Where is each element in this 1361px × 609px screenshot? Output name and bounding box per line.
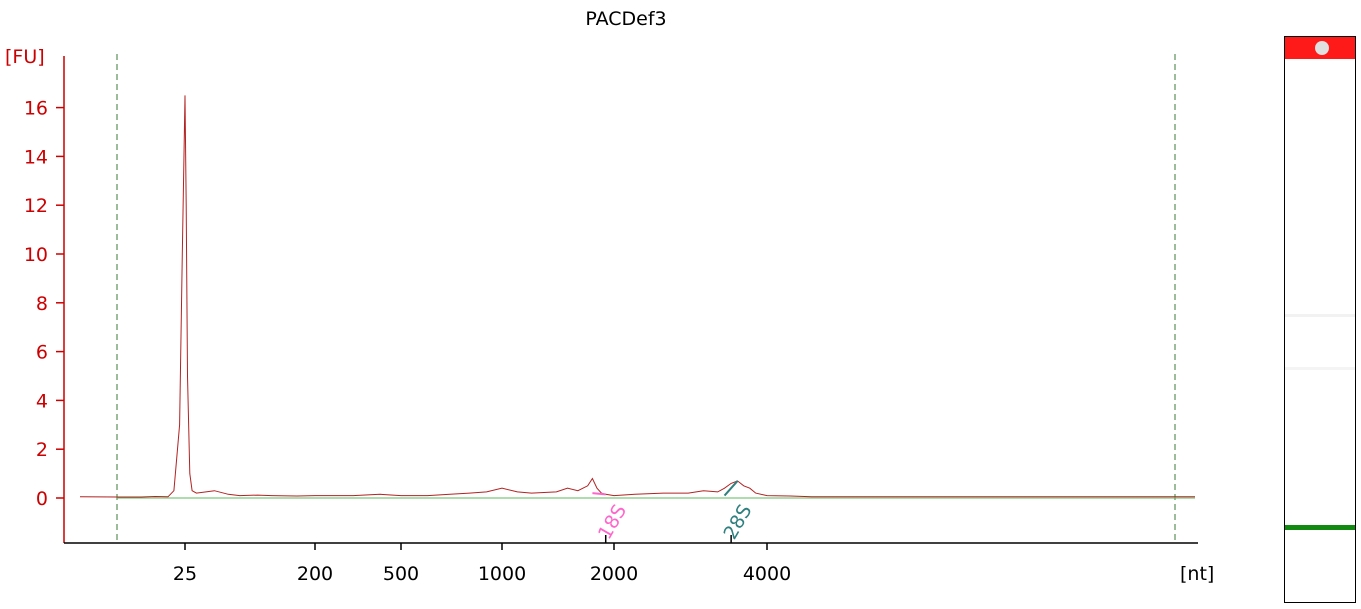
gel-top-spot-icon (1315, 41, 1329, 55)
x-axis-label: [nt] (1180, 563, 1214, 585)
x-tick-label: 500 (383, 563, 419, 585)
x-tick-label: 25 (173, 563, 197, 585)
gel-lane (1284, 36, 1356, 603)
chart-title: PACDef3 (585, 8, 666, 30)
y-tick-label: 8 (36, 293, 48, 315)
x-tick-label: 2000 (590, 563, 638, 585)
x-tick-label: 4000 (743, 563, 791, 585)
gel-faint-band (1285, 314, 1355, 317)
y-tick-label: 10 (24, 244, 48, 266)
y-axis-label: [FU] (5, 46, 45, 68)
gel-marker-band (1285, 525, 1355, 530)
y-tick-label: 16 (24, 98, 48, 120)
y-tick-label: 12 (24, 195, 48, 217)
peak-area-18s (592, 492, 606, 496)
gel-faint-band (1285, 367, 1355, 370)
x-tick-label: 1000 (478, 563, 526, 585)
electropherogram-chart: PACDef3 [FU] [nt] 0 2 4 6 8 10 12 14 16 25 200 500… (5, 8, 1214, 585)
y-tick-label: 6 (36, 342, 48, 364)
peak-label-18s: 18S (594, 501, 631, 543)
fluorescence-trace (79, 95, 1195, 498)
peak-label-28s: 28S (719, 501, 756, 543)
y-tick-label: 4 (36, 390, 48, 412)
x-tick-label: 200 (297, 563, 333, 585)
y-tick-label: 2 (36, 439, 48, 461)
y-tick-label: 14 (24, 146, 48, 168)
y-tick-label: 0 (36, 488, 48, 510)
peak-area-28s (723, 480, 739, 497)
